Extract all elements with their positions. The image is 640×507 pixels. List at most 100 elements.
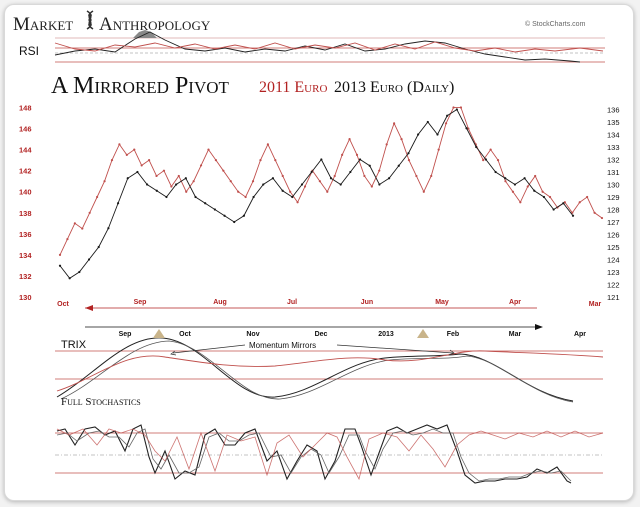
series-2013-point: [291, 195, 294, 199]
right-axis: 136 135 134 133 132 131 130 129 128 127 126 125 124 1…: [607, 106, 620, 303]
series-2011-point: [281, 174, 284, 178]
series-2013-point: [233, 220, 236, 224]
left-tick-label: 130: [19, 293, 32, 302]
series-2013-point: [78, 270, 81, 274]
series-2011-point: [430, 174, 433, 178]
series-2011-point: [452, 106, 455, 109]
series-2011-point: [170, 185, 173, 188]
series-2013-point: [223, 214, 226, 217]
series-2013-point: [194, 195, 197, 199]
left-tick-label: 134: [19, 251, 32, 260]
series-2011-point: [519, 201, 522, 204]
series-2011-point: [578, 201, 581, 204]
brand-word-2: Anthropology: [99, 14, 211, 35]
series-2011-point: [504, 180, 507, 183]
series-2013-point: [387, 177, 391, 180]
series-2013-point: [339, 183, 342, 186]
bottom-time-label: Apr: [574, 331, 586, 338]
series-2011-point: [155, 174, 158, 178]
series-2011-point: [586, 195, 589, 199]
series-2011-line: [59, 107, 603, 256]
series-2011-point: [600, 216, 604, 220]
series-2011-point: [303, 185, 307, 188]
trix-line-2013-signal: [60, 340, 574, 403]
series-2011-point: [103, 180, 106, 183]
series-2013-point: [155, 189, 158, 192]
stoch-line-2013-slow: [56, 428, 572, 482]
series-2011-point: [147, 159, 151, 162]
right-tick-label: 134: [607, 131, 620, 140]
series-2011-point: [407, 159, 411, 162]
series-2013-point: [562, 202, 565, 205]
series-2013-point: [175, 183, 178, 186]
series-2013-point: [475, 145, 478, 149]
series-2013-point: [358, 158, 362, 161]
series-2013-point: [204, 202, 207, 205]
series-2013-point: [165, 195, 168, 199]
series-2013-point: [513, 183, 517, 186]
bottom-time-label: Feb: [447, 331, 459, 338]
top-time-label: Oct: [57, 301, 69, 308]
series-2011-point: [289, 190, 292, 193]
series-2011-point: [88, 211, 91, 214]
bottom-time-label: 2013: [378, 331, 394, 338]
series-2011-point: [296, 201, 299, 204]
stoch-line-2011: [56, 428, 604, 481]
series-2011-point: [162, 169, 166, 172]
trix-label: TRIX: [61, 339, 87, 351]
top-time-label: Sep: [134, 299, 147, 306]
rsi-line-2013: [54, 31, 581, 63]
trix-peak-marker-2: [417, 329, 429, 338]
series-2013-point: [571, 214, 575, 217]
series-2011-point: [489, 148, 492, 151]
series-2011-point: [571, 211, 574, 214]
title-part-red: 2011 Euro: [259, 79, 327, 96]
top-time-label: Apr: [509, 299, 521, 306]
series-2013-point: [146, 183, 149, 186]
stoch-line-2013: [56, 424, 572, 484]
series-2013-point: [552, 208, 555, 211]
series-2011-point: [177, 174, 180, 178]
series-2013-point: [455, 108, 458, 111]
series-2013-point: [465, 127, 468, 130]
series-2013-point: [426, 120, 429, 124]
rsi-line-2011: [54, 41, 604, 53]
series-2011-point: [185, 190, 188, 193]
right-tick-label: 131: [607, 168, 620, 177]
series-2013-point: [97, 245, 100, 249]
bottom-time-label: Mar: [509, 331, 522, 338]
title-part-black: 2013 Euro (Daily): [334, 79, 454, 96]
right-tick-label: 123: [607, 268, 620, 277]
bottom-time-label: Nov: [246, 331, 259, 338]
left-tick-label: 148: [19, 104, 32, 113]
bottom-time-label: Oct: [179, 331, 191, 338]
series-2011-point: [207, 148, 210, 151]
series-2011-point: [73, 222, 76, 225]
left-tick-label: 132: [19, 272, 32, 281]
series-2011-point: [496, 159, 500, 162]
series-2011-point: [244, 195, 247, 199]
right-tick-label: 126: [607, 231, 620, 240]
series-2013-line: [59, 108, 574, 279]
right-tick-label: 121: [607, 293, 620, 302]
left-tick-label: 136: [19, 230, 32, 239]
right-tick-label: 133: [607, 143, 620, 152]
series-2013-point: [116, 202, 120, 205]
series-2013-point: [436, 133, 439, 136]
dna-helix-icon: [86, 10, 94, 30]
series-2013-point: [87, 258, 91, 261]
series-2011-point: [459, 106, 463, 109]
left-tick-label: 140: [19, 188, 32, 197]
series-2013-point: [281, 189, 284, 192]
series-2013-point: [349, 170, 352, 174]
left-tick-label: 146: [19, 125, 32, 134]
stochastics-panel: [55, 424, 604, 484]
series-2011-point: [541, 190, 544, 193]
series-2013-point: [213, 208, 216, 211]
series-2011-point: [378, 169, 381, 172]
chart-frame: Market Anthropology © StockCharts.com RS…: [4, 4, 634, 501]
series-2013-point: [252, 195, 255, 199]
momentum-mirrors-annotation: Momentum Mirrors: [249, 341, 316, 350]
right-tick-label: 124: [607, 256, 620, 265]
series-2013-point: [484, 158, 487, 161]
